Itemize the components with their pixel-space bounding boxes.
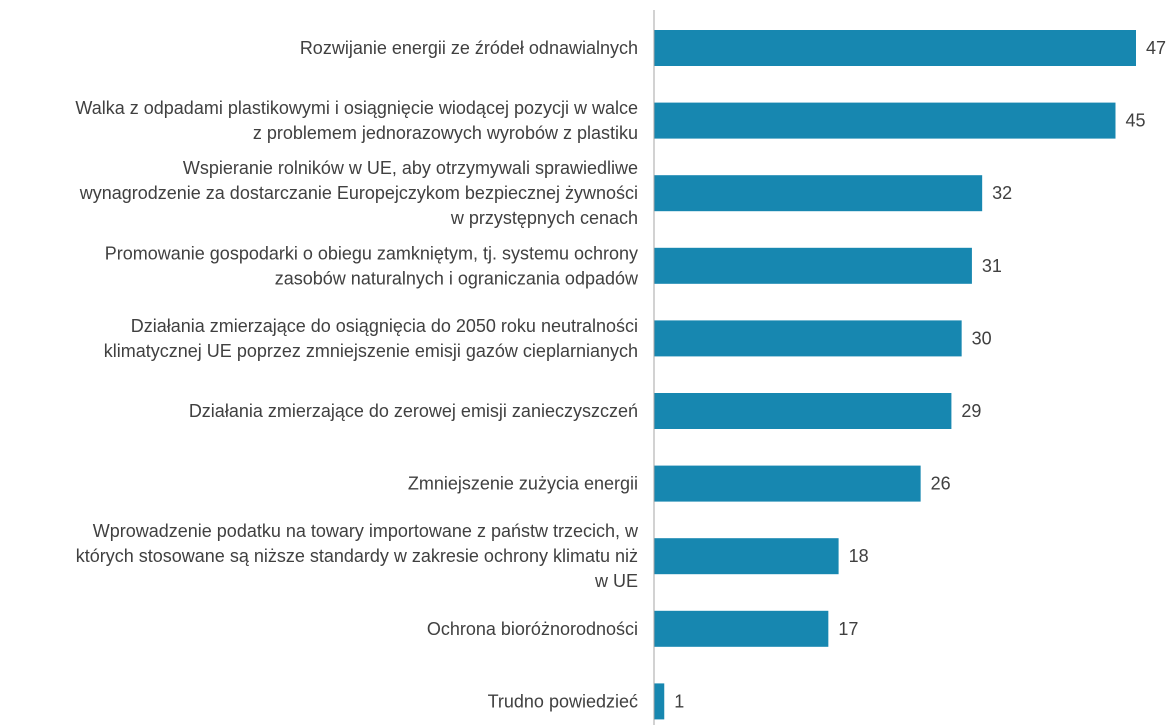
bar-7 — [654, 465, 921, 502]
category-label-line: Wprowadzenie podatku na towary importowa… — [93, 521, 639, 541]
category-label-7: Zmniejszenie zużycia energii — [408, 474, 638, 494]
value-label-8: 18 — [849, 546, 869, 566]
bar-5 — [654, 320, 962, 357]
category-label-line: z problemem jednorazowych wyrobów z plas… — [253, 123, 638, 143]
category-label-line: Wspieranie rolników w UE, aby otrzymywal… — [183, 158, 638, 178]
value-label-1: 47 — [1146, 38, 1166, 58]
bar-1 — [654, 30, 1136, 66]
category-label-6: Działania zmierzające do zerowej emisji … — [189, 401, 638, 421]
category-label-line: w UE — [594, 571, 638, 591]
bar-4 — [654, 247, 972, 284]
category-label-line: wynagrodzenie za dostarczanie Europejczy… — [79, 183, 638, 203]
value-label-3: 32 — [992, 183, 1012, 203]
category-label-line: Ochrona bioróżnorodności — [427, 619, 638, 639]
category-label-3: Wspieranie rolników w UE, aby otrzymywal… — [79, 158, 638, 228]
bar-8 — [654, 538, 839, 575]
value-labels: 47 45 32 31 30 29 26 18 17 1 — [674, 38, 1166, 711]
value-label-4: 31 — [982, 256, 1002, 276]
category-label-5: Działania zmierzające do osiągnięcia do … — [104, 316, 638, 361]
category-label-1: Rozwijanie energii ze źródeł odnawialnyc… — [300, 38, 638, 58]
category-label-line: Trudno powiedzieć — [488, 691, 638, 711]
bars — [654, 30, 1136, 720]
bar-6 — [654, 393, 952, 429]
category-label-line: Działania zmierzające do osiągnięcia do … — [131, 316, 638, 336]
category-label-line: zasobów naturalnych i ograniczania odpad… — [275, 268, 639, 288]
category-label-line: Rozwijanie energii ze źródeł odnawialnyc… — [300, 38, 638, 58]
category-label-9: Ochrona bioróżnorodności — [427, 619, 638, 639]
category-label-line: klimatycznej UE poprzez zmniejszenie emi… — [104, 341, 638, 361]
category-label-line: których stosowane są niższe standardy w … — [76, 546, 638, 566]
value-label-2: 45 — [1125, 111, 1145, 131]
bar-9 — [654, 610, 829, 647]
category-label-line: Walka z odpadami plastikowymi i osiągnię… — [75, 98, 638, 118]
value-label-6: 29 — [961, 401, 981, 421]
category-labels: Rozwijanie energii ze źródeł odnawialnyc… — [75, 38, 639, 711]
category-label-line: Promowanie gospodarki o obiegu zamknięty… — [105, 243, 638, 263]
value-label-5: 30 — [972, 328, 992, 348]
bar-3 — [654, 175, 983, 212]
category-label-line: Działania zmierzające do zerowej emisji … — [189, 401, 638, 421]
category-label-4: Promowanie gospodarki o obiegu zamknięty… — [105, 243, 639, 288]
value-label-10: 1 — [674, 691, 684, 711]
category-label-line: w przystępnych cenach — [450, 208, 638, 228]
category-label-10: Trudno powiedzieć — [488, 691, 638, 711]
value-label-7: 26 — [931, 474, 951, 494]
category-label-8: Wprowadzenie podatku na towary importowa… — [76, 521, 639, 591]
bar-2 — [654, 102, 1116, 139]
value-label-9: 17 — [838, 619, 858, 639]
category-label-2: Walka z odpadami plastikowymi i osiągnię… — [75, 98, 638, 143]
bar-10 — [654, 683, 665, 720]
category-label-line: Zmniejszenie zużycia energii — [408, 474, 638, 494]
